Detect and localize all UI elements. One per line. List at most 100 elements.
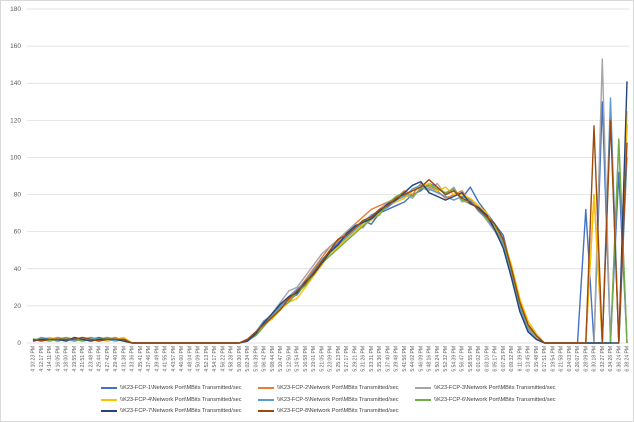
x-tick-label: 5:52:32 PM <box>443 346 449 372</box>
x-tick-label: 5:29:21 PM <box>352 346 358 372</box>
legend-swatch <box>415 387 431 389</box>
x-tick-label: 5:06:42 PM <box>262 346 268 372</box>
x-tick-label: 4:25:44 PM <box>97 346 103 372</box>
x-tick-label: 4:50:09 PM <box>196 346 202 372</box>
y-tick-label: 180 <box>10 6 21 13</box>
legend-swatch <box>101 398 117 401</box>
x-tick-label: 4:14:11 PM <box>47 346 53 371</box>
gridlines <box>27 8 629 344</box>
x-tick-label: 5:04:39 PM <box>253 346 259 372</box>
legend-label: \\K23-FCP-3\Network Port\MBits Transmitt… <box>434 385 556 391</box>
y-tick-label: 0 <box>17 340 21 347</box>
y-tick-label: 120 <box>10 117 21 124</box>
legend-swatch <box>258 410 274 412</box>
legend-label: \\K23-FCP-1\Network Port\MBits Transmitt… <box>120 385 242 391</box>
x-tick-label: 4:27:42 PM <box>105 346 111 372</box>
x-tick-label: 6:30:18 PM <box>592 346 598 372</box>
x-tick-label: 5:41:56 PM <box>402 346 408 372</box>
x-tick-label: 5:23:09 PM <box>328 346 334 372</box>
x-tick-label: 5:10:47 PM <box>278 346 284 372</box>
x-tick-label: 5:27:17 PM <box>344 346 350 372</box>
x-tick-label: 5:00:30 PM <box>237 346 243 372</box>
legend-label: \\K23-FCP-5\Network Port\MBits Transmitt… <box>277 396 399 403</box>
x-tick-label: 4:54:17 PM <box>212 346 218 372</box>
legend-item-7: \\K23-FCP-7\Network Port\MBits Transmitt… <box>101 406 242 416</box>
x-tick-label: 5:02:34 PM <box>245 346 251 372</box>
legend-item-4: \\K23-FCP-4\Network Port\MBits Transmitt… <box>101 395 242 405</box>
x-tick-label: 5:21:05 PM <box>319 346 325 372</box>
x-tick-label: 4:12:17 PM <box>39 346 45 372</box>
x-tick-label: 4:41:55 PM <box>163 346 169 372</box>
x-tick-label: 6:05:17 PM <box>493 346 499 372</box>
x-tick-label: 4:16:05 PM <box>55 346 61 372</box>
x-tick-label: 4:56:22 PM <box>220 346 226 372</box>
series-line-5 <box>32 97 628 344</box>
x-tick-label: 5:58:55 PM <box>468 346 474 372</box>
legend-item-8: \\K23-FCP-8\Network Port\MBits Transmitt… <box>258 406 399 416</box>
x-tick-label: 5:12:50 PM <box>286 346 292 372</box>
y-tick-label: 140 <box>10 80 21 87</box>
x-tick-label: 4:21:51 PM <box>80 346 86 372</box>
legend-swatch <box>415 398 431 401</box>
x-tick-label: 5:46:09 PM <box>418 346 424 372</box>
x-tick-label: 4:19:55 PM <box>72 346 78 372</box>
x-tick-label: 4:43:57 PM <box>171 346 177 372</box>
x-tick-label: 6:11:39 PM <box>517 346 523 371</box>
x-tick-label: 4:58:28 PM <box>229 346 235 372</box>
x-tick-label: 6:09:32 PM <box>509 346 515 372</box>
x-tick-label: 6:19:54 PM <box>550 346 556 372</box>
legend-label: \\K23-FCP-2\Network Port\MBits Transmitt… <box>277 385 399 391</box>
x-tick-label: 6:26:07 PM <box>575 346 581 372</box>
series-line-3 <box>32 58 628 344</box>
x-tick-label: 4:31:38 PM <box>121 346 127 372</box>
legend-swatch <box>258 387 274 389</box>
x-tick-label: 4:52:13 PM <box>204 346 210 372</box>
x-tick-label: 6:28:09 PM <box>583 346 589 372</box>
x-tick-label: 5:48:16 PM <box>427 346 433 372</box>
x-tick-label: 4:29:40 PM <box>113 346 119 372</box>
x-tick-label: 5:35:36 PM <box>377 346 383 372</box>
x-tick-label: 6:07:25 PM <box>501 346 507 372</box>
x-tick-label: 6:34:26 PM <box>608 346 614 372</box>
legend-item-3: \\K23-FCP-3\Network Port\MBits Transmitt… <box>415 383 556 393</box>
y-tick-label: 160 <box>10 43 21 50</box>
x-tick-label: 5:25:13 PM <box>336 346 342 372</box>
x-tick-label: 4:48:04 PM <box>187 346 193 372</box>
series-lines <box>32 58 628 344</box>
line-chart-plot: 0 20 40 60 80 100 120 140 160 180 4:10:23 PM 4:12:… <box>10 6 631 372</box>
x-tick-label: 5:56:47 PM <box>460 346 466 372</box>
legend-item-2: \\K23-FCP-2\Network Port\MBits Transmitt… <box>258 383 399 393</box>
x-tick-label: 6:24:03 PM <box>567 346 573 372</box>
x-tick-label: 5:44:02 PM <box>410 346 416 372</box>
x-tick-label: 6:15:48 PM <box>534 346 540 372</box>
x-tick-label: 5:19:01 PM <box>311 346 317 372</box>
y-tick-label: 40 <box>14 266 22 273</box>
x-tick-label: 4:33:36 PM <box>130 346 136 372</box>
x-tick-label: 5:39:48 PM <box>394 346 400 372</box>
legend: \\K23-FCP-1\Network Port\MBits Transmitt… <box>101 383 571 417</box>
x-tick-label: 6:13:45 PM <box>526 346 532 372</box>
x-tick-label: 4:35:41 PM <box>138 346 144 372</box>
legend-item-5: \\K23-FCP-5\Network Port\MBits Transmitt… <box>258 395 399 405</box>
x-axis-tick-labels: 4:10:23 PM 4:12:17 PM 4:14:11 PM 4:16:05 PM… <box>31 346 631 372</box>
y-axis-tick-labels: 0 20 40 60 80 100 120 140 160 180 <box>10 6 21 347</box>
x-tick-label: 4:46:00 PM <box>179 346 185 372</box>
x-tick-label: 5:31:26 PM <box>361 346 367 372</box>
legend-label: \\K23-FCP-7\Network Port\MBits Transmitt… <box>120 408 242 414</box>
x-tick-label: 4:39:49 PM <box>154 346 160 372</box>
y-tick-label: 100 <box>10 154 21 161</box>
legend-swatch <box>101 387 117 389</box>
legend-label: \\K23-FCP-4\Network Port\MBits Transmitt… <box>120 396 242 403</box>
series-line-2 <box>32 108 628 344</box>
y-tick-label: 60 <box>14 229 22 236</box>
x-tick-label: 4:18:00 PM <box>64 346 70 372</box>
legend-swatch <box>101 410 117 412</box>
x-tick-label: 5:37:40 PM <box>385 346 391 372</box>
x-tick-label: 5:08:44 PM <box>270 346 276 372</box>
legend-label: \\K23-FCP-6\Network Port\MBits Transmitt… <box>434 396 556 403</box>
x-tick-label: 6:32:27 PM <box>600 346 606 372</box>
legend-item-1: \\K23-FCP-1\Network Port\MBits Transmitt… <box>101 383 242 393</box>
x-tick-label: 6:01:02 PM <box>476 346 482 372</box>
series-line-1 <box>32 101 628 344</box>
